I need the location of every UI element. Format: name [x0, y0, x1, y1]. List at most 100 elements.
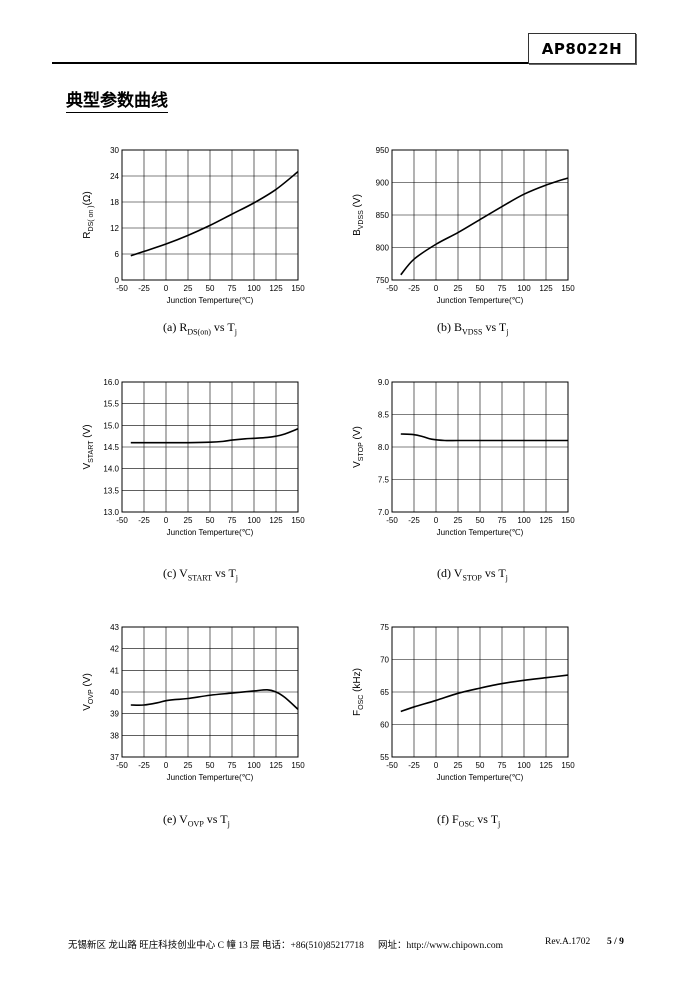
y-tick-label: 15.5 — [103, 400, 119, 409]
x-tick-label: -50 — [386, 516, 398, 525]
chart-rdson: -50 -25 0 25 50 75 100 125 150 0 6 12 18 24 30 Junction… — [82, 146, 305, 305]
y-tick-label: 14.5 — [103, 443, 119, 452]
x-tick-label: -50 — [386, 761, 398, 770]
x-tick-label: 75 — [498, 284, 507, 293]
caption-bvdss: (b) BVDSS vs Tj — [437, 320, 508, 336]
x-tick-label: 0 — [164, 284, 169, 293]
y-tick-label: 8.0 — [378, 443, 390, 452]
x-tick-label: 0 — [434, 761, 439, 770]
part-number: AP8022H — [541, 39, 623, 58]
caption-subscript-j: j — [506, 327, 509, 337]
y-tick-label: 24 — [110, 172, 119, 181]
y-label-unit: (kHz) — [352, 668, 363, 695]
x-tick-label: 25 — [454, 516, 463, 525]
y-tick-label: 16.0 — [103, 378, 119, 387]
x-tick-label: 100 — [247, 761, 261, 770]
y-tick-label: 13.0 — [103, 508, 119, 517]
data-series-line — [400, 433, 568, 442]
footer-address: 无锡新区 龙山路 旺庄科技创业中心 C 幢 13 层 — [68, 941, 260, 951]
y-tick-label: 850 — [376, 211, 390, 220]
x-tick-label: 25 — [184, 284, 193, 293]
x-tick-label: 75 — [228, 516, 237, 525]
caption-subscript-j: j — [227, 819, 230, 829]
x-tick-label: 50 — [206, 761, 215, 770]
footer-phone: 电话：+86(510)85217718 — [262, 941, 364, 951]
y-tick-label: 15.0 — [103, 421, 119, 430]
caption-prefix: (e) V — [163, 812, 188, 826]
plot-frame — [391, 149, 569, 281]
chart-fosc: -50 -25 0 25 50 75 100 125 150 55 60 65 70 75 Junction… — [352, 623, 575, 782]
x-tick-label: 125 — [269, 761, 283, 770]
y-tick-label: 12 — [110, 224, 119, 233]
x-tick-label: 150 — [291, 516, 305, 525]
caption-vovp: (e) VOVP vs Tj — [163, 812, 230, 828]
x-tick-label: 50 — [206, 516, 215, 525]
x-tick-label: 75 — [498, 516, 507, 525]
x-tick-label: 125 — [269, 284, 283, 293]
x-axis-label: Junction Temperture(℃) — [167, 773, 254, 782]
y-tick-label: 950 — [376, 146, 390, 155]
y-tick-label: 75 — [380, 623, 389, 632]
x-tick-label: 0 — [434, 284, 439, 293]
x-tick-label: -25 — [408, 761, 420, 770]
caption-fosc: (f) FOSC vs Tj — [437, 812, 500, 828]
chart-vstop: -50 -25 0 25 50 75 100 125 150 7.0 7.5 8.0 8.5 9.0 Jun… — [352, 378, 575, 537]
y-label-subscript: START — [88, 440, 95, 463]
data-series-line — [130, 689, 299, 710]
y-axis-label: VSTART (V) — [82, 424, 95, 469]
x-tick-label: 25 — [454, 761, 463, 770]
x-axis-label: Junction Temperture(℃) — [167, 528, 254, 537]
x-tick-label: 100 — [247, 284, 261, 293]
x-tick-label: 150 — [291, 284, 305, 293]
y-label-main: B — [352, 229, 363, 236]
y-tick-label: 38 — [110, 731, 119, 740]
y-label-subscript: VDSS — [358, 210, 365, 229]
caption-suffix: vs T — [481, 566, 506, 580]
section-title: 典型参数曲线 — [66, 86, 168, 113]
caption-prefix: (f) F — [437, 812, 459, 826]
plot-frame — [121, 149, 299, 281]
y-tick-label: 750 — [376, 276, 390, 285]
x-tick-label: 75 — [498, 761, 507, 770]
footer-page-number: 5 / 9 — [607, 937, 624, 947]
x-tick-label: 50 — [476, 761, 485, 770]
y-tick-label: 43 — [110, 623, 119, 632]
y-tick-label: 41 — [110, 666, 119, 675]
y-tick-label: 42 — [110, 645, 119, 654]
x-tick-label: 25 — [184, 761, 193, 770]
x-tick-label: 100 — [517, 761, 531, 770]
y-label-subscript: OSC — [358, 695, 365, 710]
y-label-main: V — [352, 461, 363, 468]
x-tick-label: 100 — [247, 516, 261, 525]
y-label-unit: (V) — [352, 194, 363, 210]
y-tick-label: 0 — [115, 276, 120, 285]
data-series-line — [130, 428, 299, 444]
y-label-main: V — [82, 704, 93, 711]
x-tick-label: 50 — [476, 516, 485, 525]
caption-vstart: (c) VSTART vs Tj — [163, 566, 238, 582]
x-tick-label: -50 — [116, 516, 128, 525]
y-tick-label: 55 — [380, 753, 389, 762]
y-tick-label: 7.5 — [378, 476, 390, 485]
x-tick-label: 125 — [539, 761, 553, 770]
caption-vstop: (d) VSTOP vs Tj — [437, 566, 508, 582]
x-tick-label: 125 — [539, 516, 553, 525]
x-tick-label: 25 — [454, 284, 463, 293]
caption-subscript: OSC — [458, 819, 475, 829]
caption-subscript: VDSS — [462, 327, 483, 337]
header-rule — [52, 62, 637, 64]
y-tick-label: 39 — [110, 710, 119, 719]
y-axis-label: RDS( on )(Ω) — [82, 191, 95, 238]
y-tick-label: 7.0 — [378, 508, 390, 517]
x-axis-label: Junction Temperture(℃) — [437, 773, 524, 782]
x-tick-label: -25 — [408, 284, 420, 293]
caption-subscript: DS(on) — [187, 327, 211, 337]
caption-prefix: (d) V — [437, 566, 463, 580]
x-axis-label: Junction Temperture(℃) — [437, 296, 524, 305]
x-tick-label: -50 — [116, 761, 128, 770]
chart-vovp: -50 -25 0 25 50 75 100 125 150 37 38 39 40 41 42 43 Junc… — [82, 623, 305, 782]
caption-prefix: (a) R — [163, 320, 188, 334]
x-tick-label: 0 — [164, 761, 169, 770]
data-series-line — [400, 177, 569, 276]
x-tick-label: 0 — [164, 516, 169, 525]
